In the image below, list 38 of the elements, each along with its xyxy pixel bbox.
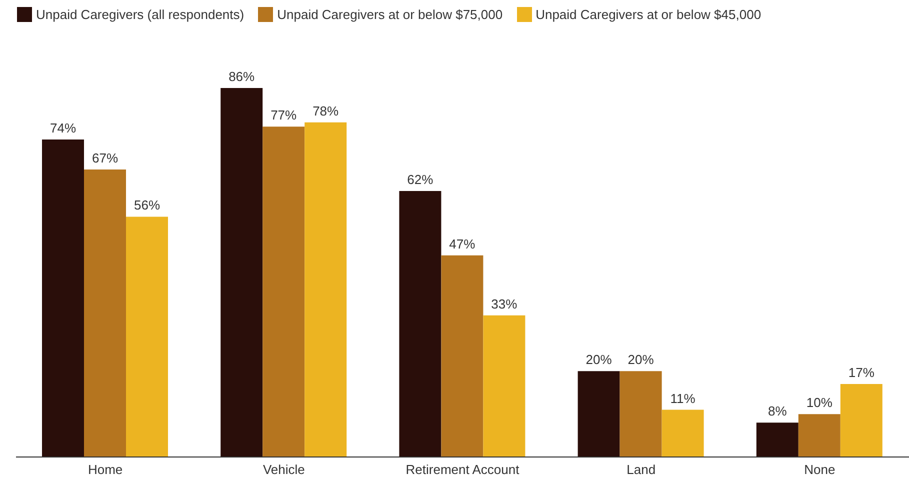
- data-label: 78%: [312, 103, 340, 118]
- data-label: 74%: [50, 120, 76, 136]
- bar: [220, 88, 263, 457]
- data-label: 56%: [134, 198, 160, 213]
- bar: [262, 126, 305, 457]
- bar: [304, 122, 347, 457]
- legend-label: Unpaid Caregivers (all respondents): [36, 7, 244, 22]
- bar: [42, 139, 84, 457]
- data-label: 47%: [449, 236, 476, 252]
- bar: [441, 255, 484, 457]
- legend-label: Unpaid Caregivers at or below $45,000: [536, 7, 762, 22]
- data-label: 67%: [92, 150, 118, 166]
- data-label: 77%: [270, 108, 298, 123]
- data-label: 62%: [407, 172, 434, 187]
- x-tick-label: Land: [626, 462, 656, 478]
- data-label: 8%: [768, 404, 788, 419]
- data-label: 11%: [670, 390, 696, 406]
- bar: [84, 170, 126, 457]
- data-label: 10%: [806, 395, 833, 410]
- data-label: 86%: [228, 69, 256, 84]
- bar: [798, 414, 840, 457]
- bar: [756, 422, 798, 457]
- bar: [126, 216, 168, 457]
- data-label: 20%: [586, 352, 612, 368]
- data-label: 17%: [848, 365, 875, 380]
- bar: [578, 371, 620, 457]
- bar: [840, 384, 882, 457]
- bar: [483, 315, 526, 457]
- x-tick-label: Home: [88, 462, 123, 478]
- x-tick-label: Vehicle: [262, 462, 305, 478]
- x-tick-label: Retirement Account: [406, 462, 520, 478]
- x-tick-label: None: [804, 462, 836, 478]
- data-label: 20%: [628, 352, 654, 368]
- bar: [399, 190, 442, 457]
- bar: [662, 410, 704, 457]
- legend-label: Unpaid Caregivers at or below $75,000: [277, 7, 503, 22]
- bar: [620, 371, 662, 457]
- data-label: 33%: [491, 296, 518, 312]
